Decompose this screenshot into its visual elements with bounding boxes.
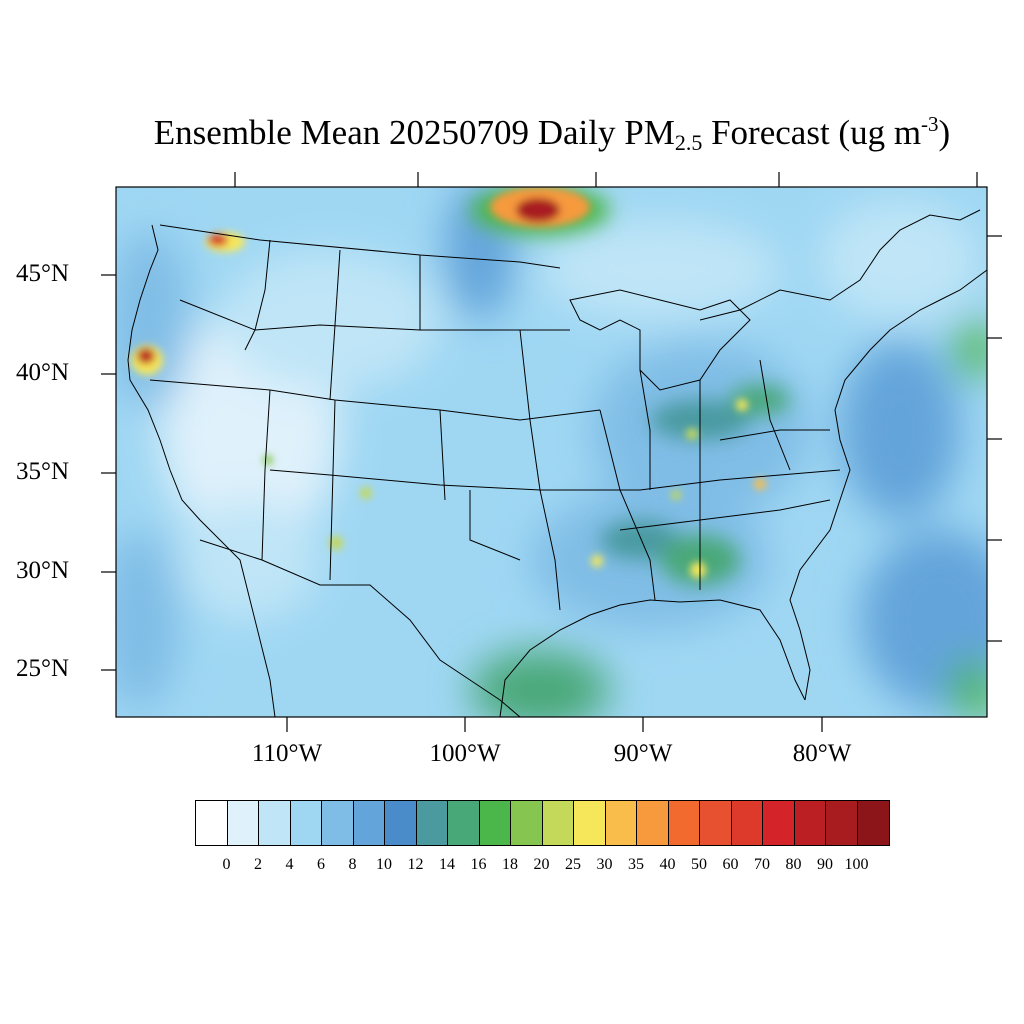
lon-label-80w: 80°W (792, 740, 852, 767)
lat-label-25n: 25°N (16, 655, 70, 682)
colorbar-label: 90 (817, 856, 833, 873)
colorbar-label: 70 (754, 856, 770, 873)
colorbar-label: 4 (285, 856, 294, 873)
colorbar-label: 16 (470, 856, 487, 873)
lat-label-45n: 45°N (16, 260, 70, 287)
colorbar-box-15 (668, 801, 700, 845)
colorbar-box-14 (637, 801, 669, 845)
colorbar-box-6 (385, 801, 417, 845)
colorbar-box-21 (857, 801, 889, 845)
colorbar-box-0 (196, 801, 228, 845)
colorbar-label: 6 (317, 856, 325, 873)
colorbar-label: 12 (407, 856, 424, 873)
colorbar-box-16 (700, 801, 732, 845)
lat-label-35n: 35°N (16, 458, 70, 485)
lat-label-30n: 30°N (16, 557, 70, 584)
axis-ticks (101, 172, 1002, 732)
colorbar-box-18 (763, 801, 795, 845)
lat-label-40n: 40°N (16, 359, 70, 386)
colorbar-box-3 (290, 801, 322, 845)
colorbar-box-11 (542, 801, 574, 845)
colorbar-box-4 (322, 801, 354, 845)
colorbar-box-19 (794, 801, 826, 845)
colorbar-box-10 (511, 801, 543, 845)
colorbar-label: 60 (722, 856, 739, 873)
colorbar-box-5 (353, 801, 385, 845)
colorbar-label: 18 (502, 856, 518, 873)
colorbar-box-17 (731, 801, 763, 845)
colorbar-box-1 (227, 801, 259, 845)
colorbar-box-2 (259, 801, 291, 845)
colorbar-label: 20 (533, 856, 550, 873)
colorbar-box-13 (605, 801, 637, 845)
map-title: Ensemble Mean 20250709 Daily PM2.5 Forec… (153, 112, 951, 155)
colorbar-label: 35 (628, 856, 644, 873)
lon-label-110w: 110°W (251, 740, 323, 767)
colorbar-label: 100 (844, 856, 869, 873)
colorbar-label: 80 (785, 856, 802, 873)
boundaries (127, 209, 987, 717)
colorbar-box-7 (416, 801, 448, 845)
colorbar-label: 0 (222, 856, 231, 873)
colorbar-box-12 (574, 801, 606, 845)
colorbar-label: 2 (254, 856, 262, 873)
pm25-field (116, 187, 987, 717)
map-frame (115, 186, 988, 718)
lon-label-90w: 90°W (613, 740, 673, 767)
colorbar-label: 14 (439, 856, 455, 873)
lon-label-100w: 100°W (429, 740, 501, 767)
colorbar-box-20 (826, 801, 858, 845)
colorbar-label: 25 (565, 856, 581, 873)
colorbar-box-9 (479, 801, 511, 845)
colorbar-label: 30 (596, 856, 613, 873)
colorbar-label: 8 (348, 856, 357, 873)
colorbar-label: 40 (659, 856, 676, 873)
colorbar-label: 10 (376, 856, 392, 873)
colorbar-label: 50 (691, 856, 707, 873)
colorbar-box-8 (448, 801, 480, 845)
colorbar (195, 800, 890, 846)
